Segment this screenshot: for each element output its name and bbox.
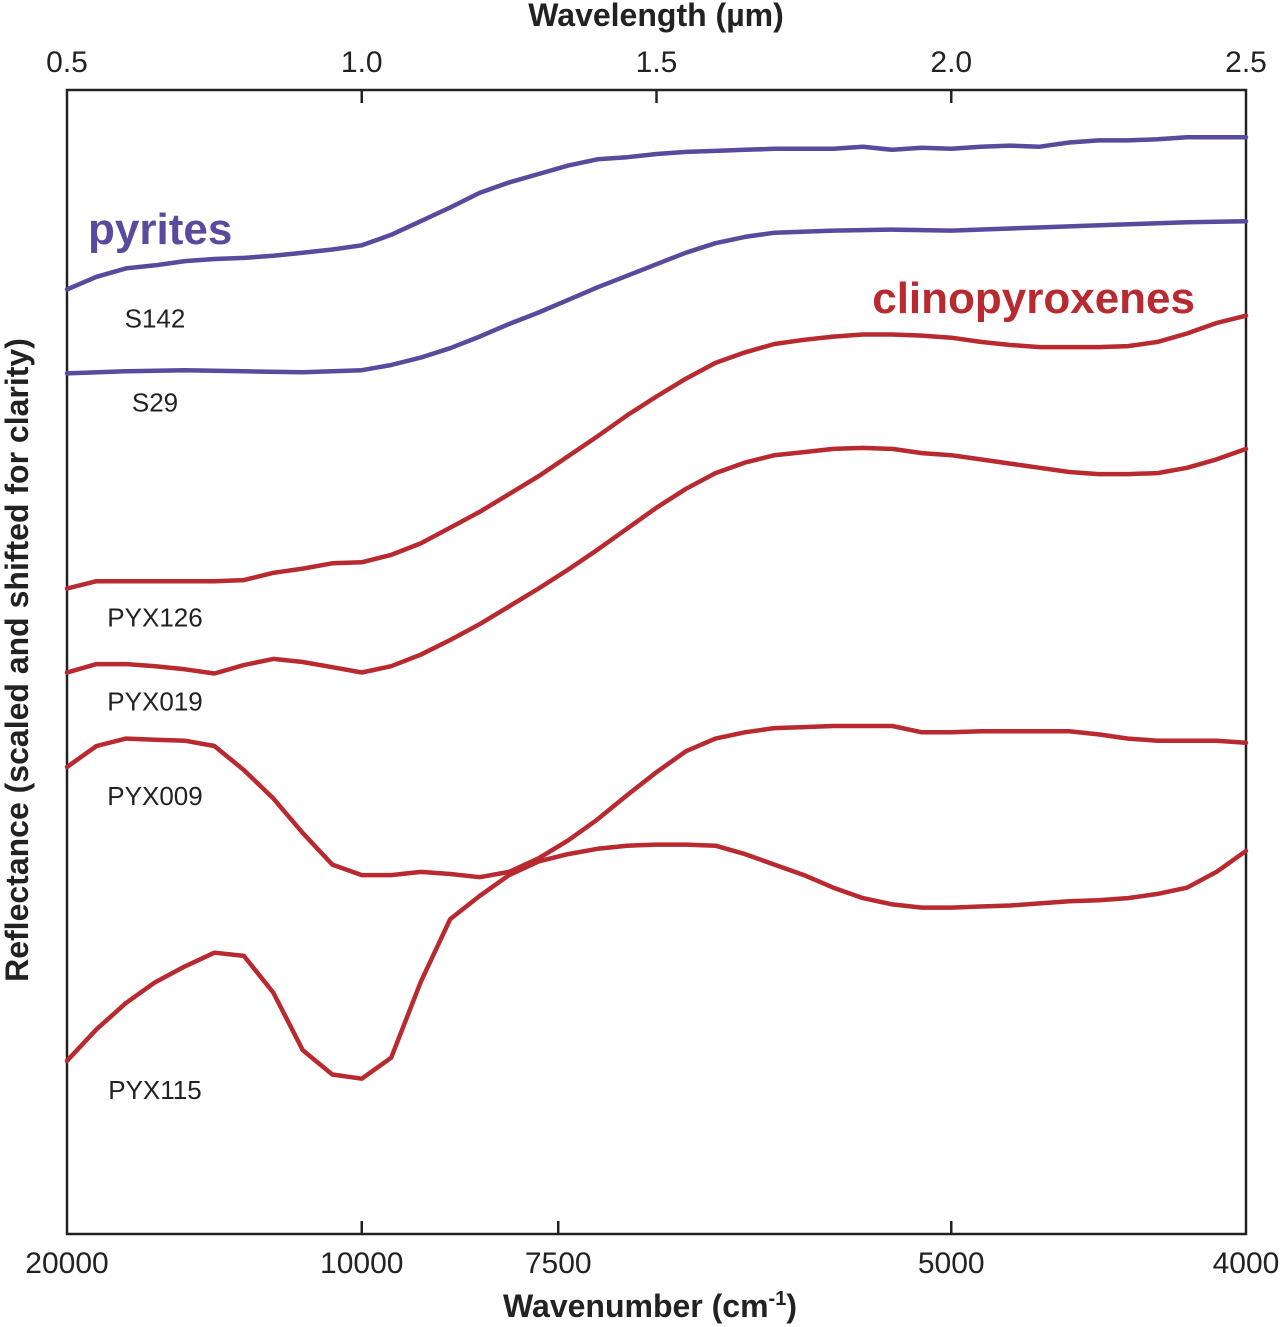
curve-pyx019 bbox=[64, 445, 1249, 676]
bottom-tick-label: 5000 bbox=[918, 1247, 985, 1280]
bottom-tick-label: 4000 bbox=[1213, 1247, 1280, 1280]
curve-label-s29: S29 bbox=[132, 387, 178, 417]
top-tick-label: 2.5 bbox=[1225, 46, 1267, 79]
bottom-axis-title: Wavenumber (cm-1) bbox=[503, 1288, 797, 1324]
group-label-clinopyroxenes: clinopyroxenes bbox=[872, 274, 1195, 323]
curve-label-pyx009: PYX009 bbox=[107, 781, 202, 811]
top-tick-label: 0.5 bbox=[46, 46, 88, 79]
top-tick-label: 1.5 bbox=[636, 46, 678, 79]
curve-s29 bbox=[64, 218, 1249, 376]
curve-label-s142: S142 bbox=[125, 303, 186, 333]
top-axis-ticks: 0.5 1.0 1.5 2.0 2.5 bbox=[46, 46, 1267, 103]
curve-s142 bbox=[64, 134, 1249, 292]
bottom-axis-ticks: 20000 10000 7500 5000 4000 bbox=[25, 1221, 1279, 1280]
spectra-curves bbox=[64, 134, 1249, 1081]
top-tick-label: 1.0 bbox=[341, 46, 383, 79]
group-label-pyrites: pyrites bbox=[88, 205, 232, 254]
curve-pyx115 bbox=[64, 842, 1249, 1081]
curve-pyx126 bbox=[64, 313, 1249, 591]
curve-label-pyx126: PYX126 bbox=[107, 603, 202, 633]
plot-frame bbox=[65, 88, 1248, 1236]
top-tick-label: 2.0 bbox=[930, 46, 972, 79]
y-axis-title: Reflectance (scaled and shifted for clar… bbox=[0, 338, 35, 982]
bottom-tick-label: 7500 bbox=[525, 1247, 592, 1280]
curve-labels: S142 S29 PYX126 PYX019 PYX009 PYX115 bbox=[107, 303, 202, 1104]
curve-label-pyx019: PYX019 bbox=[107, 686, 202, 716]
bottom-axis-title-superscript: -1 bbox=[769, 1288, 787, 1310]
bottom-tick-label: 10000 bbox=[320, 1247, 403, 1280]
curve-label-pyx115: PYX115 bbox=[108, 1075, 201, 1105]
bottom-tick-label: 20000 bbox=[25, 1247, 108, 1280]
top-axis-title: Wavelength (µm) bbox=[528, 0, 783, 33]
curve-pyx009 bbox=[64, 723, 1249, 880]
